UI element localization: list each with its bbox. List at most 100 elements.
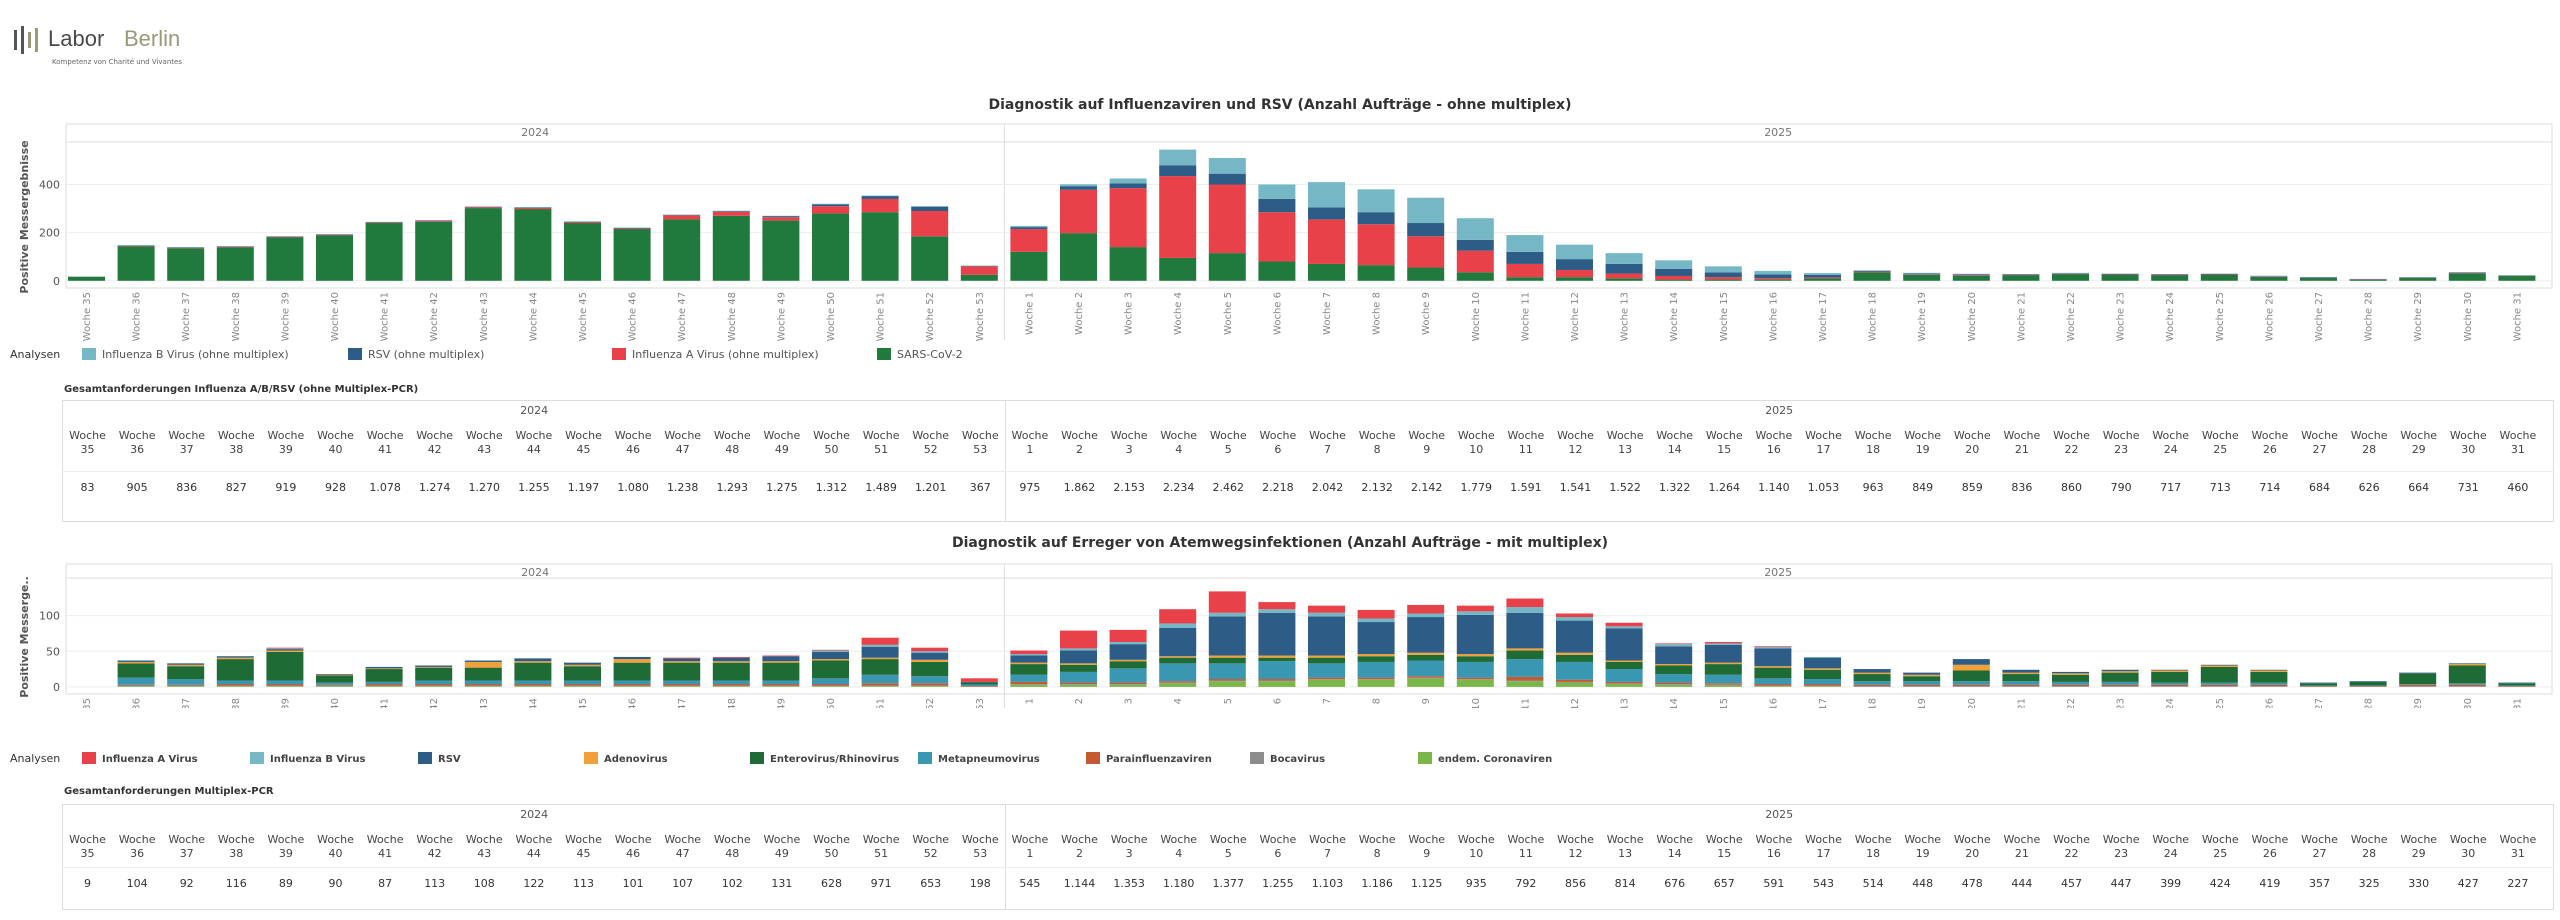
- bar-segment: [2498, 683, 2536, 686]
- bar-segment: [1308, 663, 1345, 678]
- bar-segment: [564, 221, 601, 222]
- legend-item[interactable]: Influenza A Virus: [82, 752, 198, 765]
- bar-segment: [1308, 616, 1345, 656]
- x-tick-label: Woche 8: [1372, 698, 1383, 708]
- table-week-header: Woche 43: [465, 429, 503, 456]
- x-tick-label: Woche 3: [1124, 292, 1135, 335]
- bar-segment: [1605, 660, 1643, 662]
- bar-segment: [2399, 277, 2437, 281]
- bar-segment: [266, 236, 304, 237]
- table-value-cell: 543: [1813, 877, 1834, 890]
- bar-segment: [861, 685, 899, 687]
- bar-segment: [1903, 274, 1941, 275]
- bar-segment: [2349, 685, 2387, 687]
- bar-segment: [1407, 197, 1445, 224]
- table-week-header: Woche 42: [416, 429, 454, 456]
- bar-segment: [812, 206, 849, 214]
- legend-item-label: RSV (ohne multiplex): [368, 348, 485, 361]
- legend-item[interactable]: Influenza B Virus (ohne multiplex): [82, 348, 289, 361]
- table-week-header: Woche 10: [1457, 429, 1495, 456]
- legend-item-label: Adenovirus: [604, 754, 668, 765]
- x-tick-label: Woche 30: [2463, 698, 2474, 708]
- table-value-cell: 2.462: [1212, 481, 1245, 494]
- year-label-2024: 2024: [521, 126, 549, 139]
- x-tick-label: Woche 31: [2512, 698, 2523, 708]
- bar-segment: [1853, 681, 1891, 685]
- bar-segment: [2200, 665, 2238, 667]
- legend-item[interactable]: Parainfluenzaviren: [1086, 752, 1212, 765]
- bar-segment: [2200, 274, 2238, 281]
- bar-segment: [2250, 670, 2288, 672]
- bar-segment: [117, 677, 155, 685]
- bar-segment: [1159, 257, 1197, 281]
- bar-segment: [2002, 275, 2040, 276]
- bar-segment: [1060, 663, 1097, 665]
- bar-segment: [1804, 657, 1841, 669]
- legend-item[interactable]: Influenza A Virus (ohne multiplex): [612, 348, 819, 361]
- legend-item[interactable]: Adenovirus: [584, 752, 668, 765]
- chart1-title: Diagnostik auf Influenzaviren und RSV (A…: [988, 97, 1572, 113]
- x-tick-label: Woche 19: [1917, 292, 1928, 341]
- legend-item[interactable]: SARS-CoV-2: [877, 348, 963, 361]
- table-value-cell: 713: [2209, 481, 2231, 494]
- bar-segment: [2300, 277, 2337, 278]
- bar-segment: [1506, 612, 1544, 649]
- x-tick-label: Woche 35: [82, 698, 93, 708]
- bar-segment: [1655, 275, 1693, 280]
- bar-segment: [464, 686, 502, 687]
- bar-segment: [2101, 686, 2139, 687]
- table-value-cell: 1.779: [1460, 481, 1493, 494]
- bar-segment: [613, 684, 651, 686]
- bar-segment: [1159, 656, 1197, 658]
- table-week-header: Woche 12: [1557, 429, 1594, 456]
- bar-segment: [2448, 272, 2486, 274]
- legend-item[interactable]: endem. Coronaviren: [1418, 752, 1552, 765]
- bar-segment: [861, 683, 899, 686]
- table-week-header: Woche 9: [1408, 429, 1446, 456]
- legend-item[interactable]: Influenza B Virus: [250, 752, 365, 765]
- bar-segment: [2052, 686, 2089, 687]
- x-tick-label: Woche 45: [578, 292, 589, 341]
- legend-item[interactable]: Metapneumovirus: [918, 752, 1040, 765]
- bar-segment: [861, 212, 899, 281]
- legend-item-label: Influenza A Virus: [102, 754, 198, 765]
- bar-segment: [911, 676, 949, 684]
- table-value-cell: 731: [2457, 481, 2479, 494]
- x-tick-label: Woche 48: [727, 292, 738, 341]
- bar-segment: [2052, 671, 2089, 674]
- bar-segment: [1456, 679, 1494, 680]
- bar-segment: [2151, 275, 2189, 281]
- bar-segment: [762, 662, 800, 681]
- bar-segment: [1010, 655, 1048, 663]
- bar-segment: [911, 206, 949, 207]
- x-tick-label: Woche 7: [1322, 292, 1333, 335]
- table-value-cell: 628: [821, 877, 842, 890]
- x-tick-label: Woche 2: [1074, 292, 1085, 335]
- bar-segment: [712, 685, 750, 687]
- bar-segment: [1754, 274, 1792, 279]
- legend-item[interactable]: RSV (ohne multiplex): [348, 348, 484, 361]
- bar-segment: [2250, 684, 2288, 687]
- bar-segment: [167, 679, 205, 685]
- legend-swatch: [750, 752, 764, 764]
- table-week-header: Woche 31: [2499, 429, 2537, 456]
- table-week-header: Woche 11: [1507, 833, 1545, 860]
- table-value-cell: 102: [721, 877, 743, 890]
- legend-swatch: [584, 752, 598, 764]
- bar-segment: [2349, 278, 2387, 280]
- bar-segment: [2399, 686, 2437, 687]
- bar-segment: [2250, 669, 2288, 671]
- bar-segment: [216, 247, 254, 281]
- bar-segment: [812, 686, 849, 687]
- x-tick-label: Woche 30: [2463, 292, 2474, 341]
- bar-segment: [1258, 679, 1296, 681]
- x-tick-label: Woche 35: [82, 292, 93, 341]
- legend-item[interactable]: Enterovirus/Rhinovirus: [750, 752, 899, 765]
- legend-item[interactable]: RSV: [418, 752, 461, 765]
- bar-segment: [1804, 686, 1841, 687]
- legend-swatch: [1086, 752, 1100, 764]
- legend-item[interactable]: Bocavirus: [1250, 752, 1325, 765]
- bar-segment: [911, 236, 949, 281]
- x-tick-label: Woche 37: [181, 698, 192, 708]
- bar-segment: [2498, 682, 2536, 684]
